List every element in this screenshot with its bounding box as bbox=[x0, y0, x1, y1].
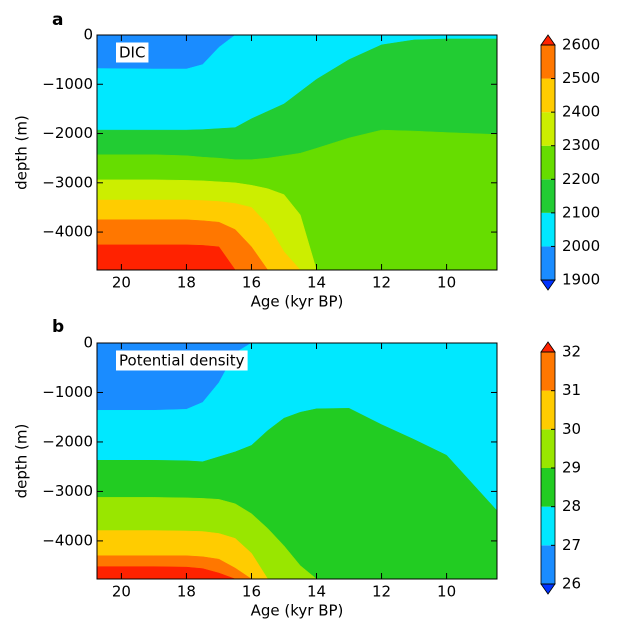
annotation-box bbox=[116, 350, 248, 371]
colorbar-band bbox=[541, 390, 555, 430]
x-tick-label: 10 bbox=[437, 583, 456, 601]
x-tick-label: 10 bbox=[437, 274, 456, 292]
x-tick-label: 12 bbox=[372, 583, 391, 601]
colorbar-band bbox=[541, 212, 555, 247]
plot-frame bbox=[96, 342, 498, 580]
y-axis-label: depth (m) bbox=[13, 115, 31, 190]
colorbar-band bbox=[541, 352, 555, 391]
colorbar-tick-label: 2100 bbox=[562, 203, 600, 221]
colorbar-over bbox=[540, 341, 556, 353]
x-axis-label: Age (kyr BP) bbox=[251, 602, 344, 620]
y-tick-label: −2000 bbox=[42, 432, 93, 450]
x-tick-label: 14 bbox=[307, 583, 326, 601]
colorbar-tick-label: 32 bbox=[562, 343, 581, 361]
colorbar-tick-label: 31 bbox=[562, 381, 581, 399]
contour-fill bbox=[97, 244, 497, 270]
colorbar-band bbox=[541, 506, 555, 546]
x-tick-label: 12 bbox=[372, 274, 391, 292]
colorbar-tick-label: 27 bbox=[562, 536, 581, 554]
colorbar-tick-label: 2500 bbox=[562, 69, 600, 87]
colorbar-under bbox=[540, 583, 556, 595]
annotation: DIC bbox=[119, 44, 145, 62]
x-tick-label: 18 bbox=[177, 583, 196, 601]
colorbar-frame bbox=[540, 44, 556, 281]
colorbar-tick-label: 29 bbox=[562, 459, 581, 477]
colorbar-tick-label: 30 bbox=[562, 420, 581, 438]
colorbar-tick-label: 2000 bbox=[562, 237, 600, 255]
y-tick-label: −2000 bbox=[42, 124, 93, 142]
colorbar-band bbox=[541, 145, 555, 180]
y-tick-label: 0 bbox=[83, 26, 93, 44]
y-tick-label: −1000 bbox=[42, 383, 93, 401]
y-tick-label: −3000 bbox=[42, 173, 93, 191]
y-tick-label: −1000 bbox=[42, 75, 93, 93]
y-tick-label: 0 bbox=[83, 334, 93, 352]
contour-fill bbox=[97, 566, 497, 579]
colorbar-band bbox=[541, 78, 555, 113]
annotation-box bbox=[116, 42, 149, 63]
colorbar-tick-label: 2300 bbox=[562, 136, 600, 154]
x-tick-label: 14 bbox=[307, 274, 326, 292]
annotation: Potential density bbox=[119, 352, 245, 370]
colorbar-band bbox=[541, 468, 555, 507]
contour-area bbox=[97, 35, 497, 270]
colorbar-under bbox=[540, 279, 556, 291]
colorbar-tick-label: 28 bbox=[562, 497, 581, 515]
colorbar-tick-label: 1900 bbox=[562, 271, 600, 289]
y-axis-label: depth (m) bbox=[13, 424, 31, 499]
colorbar-tick-label: 2600 bbox=[562, 36, 600, 54]
x-axis-label: Age (kyr BP) bbox=[251, 293, 344, 311]
colorbar-band bbox=[541, 112, 555, 146]
plot-frame bbox=[96, 34, 498, 271]
panel-label: b bbox=[52, 317, 64, 337]
y-tick-label: −4000 bbox=[42, 223, 93, 241]
colorbar-band bbox=[541, 45, 555, 79]
colorbar-over bbox=[540, 34, 556, 46]
colorbar-tick-label: 26 bbox=[562, 575, 581, 593]
colorbar-tick-label: 2200 bbox=[562, 170, 600, 188]
x-tick-label: 20 bbox=[112, 583, 131, 601]
y-tick-label: −4000 bbox=[42, 531, 93, 549]
colorbar-band bbox=[541, 246, 555, 280]
colorbar-band bbox=[541, 545, 555, 584]
panel-label: a bbox=[52, 10, 63, 30]
x-tick-label: 20 bbox=[112, 274, 131, 292]
x-tick-label: 16 bbox=[242, 274, 261, 292]
x-tick-label: 18 bbox=[177, 274, 196, 292]
colorbar-band bbox=[541, 179, 555, 213]
contour-area bbox=[97, 343, 497, 579]
colorbar-band bbox=[541, 429, 555, 468]
y-tick-label: −3000 bbox=[42, 482, 93, 500]
x-tick-label: 16 bbox=[242, 583, 261, 601]
colorbar-tick-label: 2400 bbox=[562, 103, 600, 121]
